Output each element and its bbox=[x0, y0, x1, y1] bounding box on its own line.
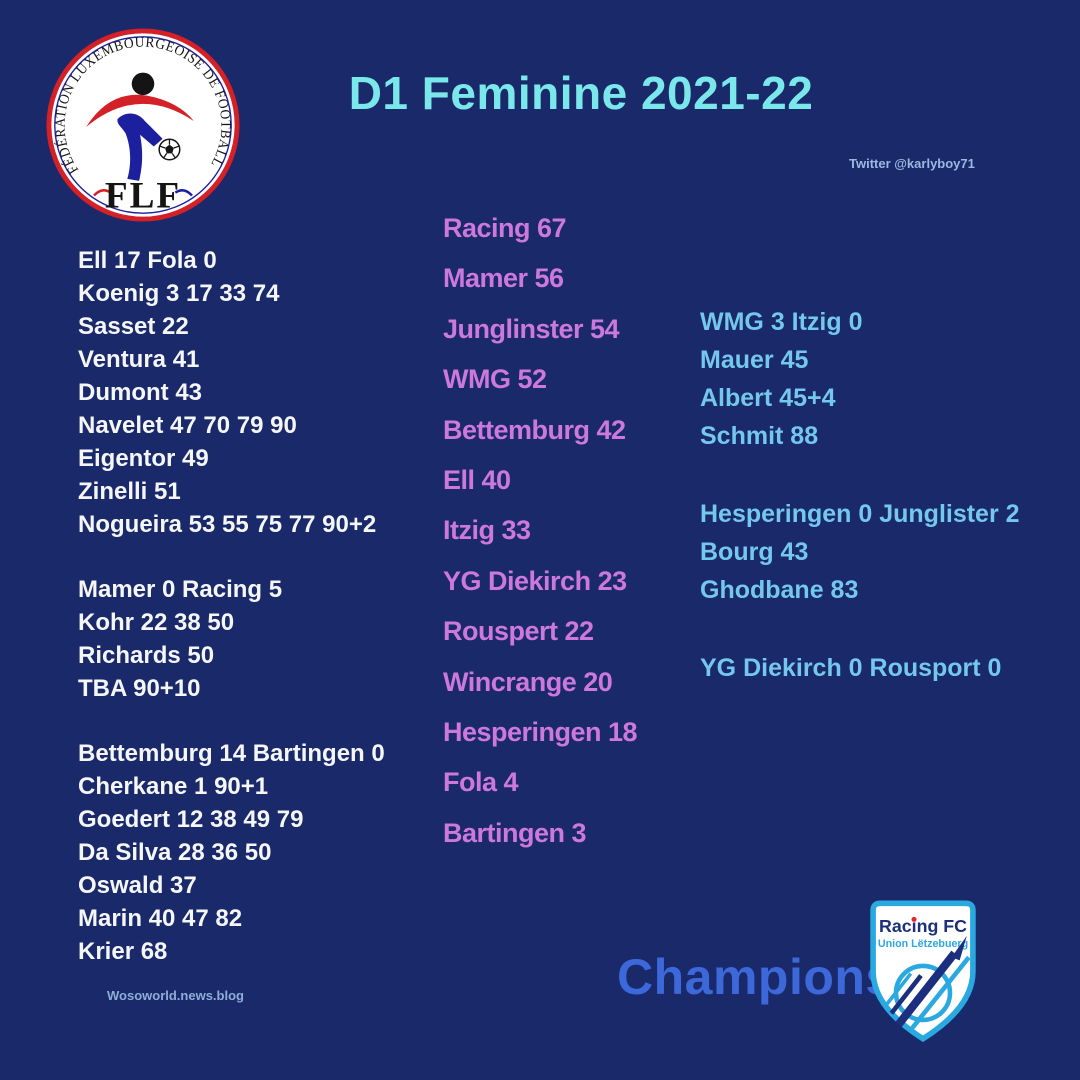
flf-red-swoosh bbox=[86, 94, 194, 127]
page-title: D1 Feminine 2021-22 bbox=[348, 67, 814, 119]
standings-row: Ell 40 bbox=[443, 464, 511, 495]
scorer-line: Marin 40 47 82 bbox=[78, 905, 243, 932]
twitter-credit: Twitter @karlyboy71 bbox=[849, 156, 975, 171]
scorer-line: Eigentor 49 bbox=[78, 445, 209, 472]
standings-row: Mamer 56 bbox=[443, 263, 564, 294]
flf-abbr-right-accent bbox=[174, 189, 193, 197]
scorer-line: Albert 45+4 bbox=[700, 384, 836, 412]
scorer-line: Oswald 37 bbox=[78, 872, 197, 899]
standings-row: Itzig 33 bbox=[443, 515, 531, 546]
match-result-block: WMG 3 Itzig 0 Mauer 45 Albert 45+4 Schmi… bbox=[700, 303, 1020, 455]
right-results-column: WMG 3 Itzig 0 Mauer 45 Albert 45+4 Schmi… bbox=[700, 303, 1020, 727]
scorer-line: Zinelli 51 bbox=[78, 478, 181, 505]
standings-row: Bettemburg 42 bbox=[443, 414, 626, 445]
flf-abbr-left-accent bbox=[93, 189, 112, 197]
match-score-line: Hesperingen 0 Junglister 2 bbox=[700, 500, 1020, 528]
match-result-block: Ell 17 Fola 0 Koenig 3 17 33 74 Sasset 2… bbox=[78, 244, 385, 541]
flf-logo-graphic: FÉDÉRATION LUXEMBOURGEOISE DE FOOTBALL F… bbox=[46, 28, 240, 222]
scorer-line: Koenig 3 17 33 74 bbox=[78, 280, 280, 307]
match-score-line: Mamer 0 Racing 5 bbox=[78, 576, 283, 603]
standings-column: Racing 67 Mamer 56 Junglinster 54 WMG 52… bbox=[443, 203, 638, 858]
scorer-line: Goedert 12 38 49 79 bbox=[78, 806, 304, 833]
flf-federation-logo: FÉDÉRATION LUXEMBOURGEOISE DE FOOTBALL F… bbox=[45, 27, 241, 223]
racing-club-subtitle: Union Lëtzebuerg bbox=[878, 938, 968, 950]
standings-row: Rouspert 22 bbox=[443, 616, 594, 647]
scorer-line: Navelet 47 70 79 90 bbox=[78, 412, 297, 439]
scorer-line: Richards 50 bbox=[78, 642, 215, 669]
scorer-line: TBA 90+10 bbox=[78, 675, 201, 702]
soccer-ball-icon bbox=[158, 138, 181, 161]
scorer-line: Mauer 45 bbox=[700, 346, 809, 374]
scorer-line: Kohr 22 38 50 bbox=[78, 609, 235, 636]
standings-row: Bartingen 3 bbox=[443, 817, 587, 848]
match-result-block: Hesperingen 0 Junglister 2 Bourg 43 Ghod… bbox=[700, 495, 1020, 609]
standings-row: Junglinster 54 bbox=[443, 313, 620, 344]
scorer-line: Ghodbane 83 bbox=[700, 576, 859, 604]
standings-row: Fola 4 bbox=[443, 767, 519, 798]
scorer-line: Ventura 41 bbox=[78, 346, 200, 373]
racing-club-name: Racing FC bbox=[879, 916, 967, 936]
racing-crest-graphic: Racing FC Union Lëtzebuerg bbox=[870, 900, 976, 1043]
champions-label: Champions bbox=[617, 949, 894, 1005]
match-score-line: YG Diekirch 0 Rousport 0 bbox=[700, 654, 1002, 682]
scorer-line: Schmit 88 bbox=[700, 422, 819, 450]
racing-red-dot bbox=[911, 916, 917, 922]
flf-player-head bbox=[131, 72, 155, 96]
match-score-line: Ell 17 Fola 0 bbox=[78, 247, 217, 274]
match-result-block: YG Diekirch 0 Rousport 0 bbox=[700, 649, 1020, 687]
flf-inner-ring bbox=[54, 36, 232, 214]
scorer-line: Cherkane 1 90+1 bbox=[78, 773, 269, 800]
left-results-column: Ell 17 Fola 0 Koenig 3 17 33 74 Sasset 2… bbox=[78, 244, 385, 1000]
standings-row: Racing 67 bbox=[443, 213, 567, 243]
match-result-block: Bettemburg 14 Bartingen 0 Cherkane 1 90+… bbox=[78, 737, 385, 968]
flf-player-body bbox=[117, 113, 163, 181]
scorer-line: Dumont 43 bbox=[78, 379, 203, 406]
scorer-line: Da Silva 28 36 50 bbox=[78, 839, 272, 866]
racing-comet-stripes bbox=[883, 935, 971, 1030]
match-score-line: Bettemburg 14 Bartingen 0 bbox=[78, 740, 385, 767]
standings-row: Hesperingen 18 bbox=[443, 716, 638, 747]
racing-fc-logo: Racing FC Union Lëtzebuerg bbox=[868, 898, 978, 1043]
watermark: Wosoworld.news.blog bbox=[107, 988, 244, 1003]
scorer-line: Bourg 43 bbox=[700, 538, 809, 566]
match-result-block: Mamer 0 Racing 5 Kohr 22 38 50 Richards … bbox=[78, 573, 385, 705]
standings-row: YG Diekirch 23 bbox=[443, 565, 627, 596]
scorer-line: Krier 68 bbox=[78, 938, 168, 965]
standings-row: WMG 52 bbox=[443, 364, 547, 395]
match-score-line: WMG 3 Itzig 0 bbox=[700, 308, 863, 336]
scorer-line: Nogueira 53 55 75 77 90+2 bbox=[78, 511, 377, 538]
flf-abbr-text: FLF bbox=[105, 175, 181, 216]
standings-row: Wincrange 20 bbox=[443, 666, 613, 697]
scorer-line: Sasset 22 bbox=[78, 313, 189, 340]
